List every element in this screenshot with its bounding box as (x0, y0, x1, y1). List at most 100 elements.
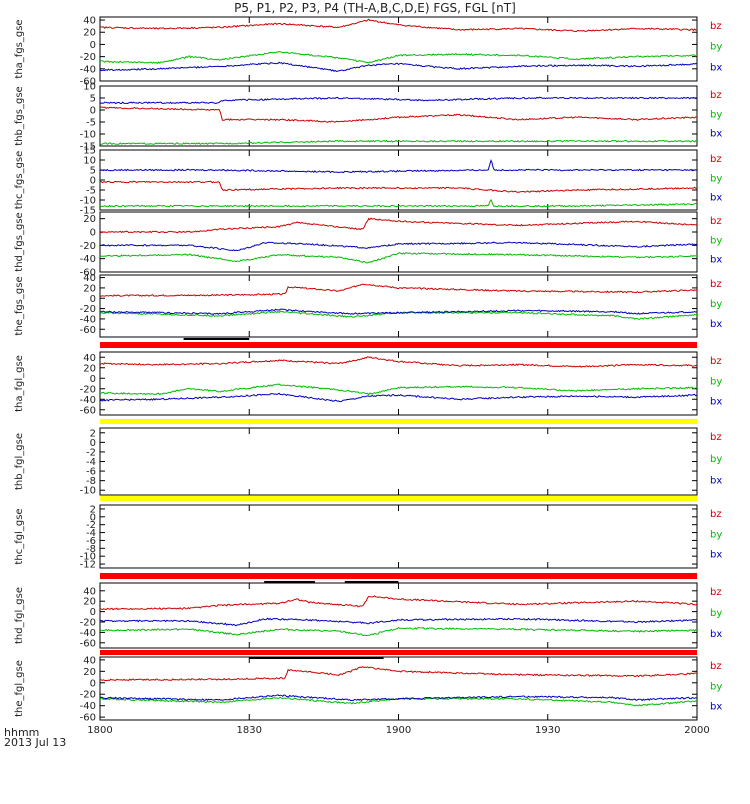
y-tick-label: -6 (86, 467, 96, 478)
panel-frame-1 (99, 85, 698, 147)
date-label: 2013 Jul 13 (4, 736, 67, 749)
series-bz-line (99, 595, 698, 611)
y-tick-label: -6 (86, 536, 96, 547)
y-tick-label: 20 (83, 363, 96, 374)
y-tick-label: 0 (90, 512, 96, 523)
panel-frame-5 (99, 351, 698, 416)
y-tick-label: 15 (83, 146, 96, 157)
y-tick-label: -15 (80, 206, 96, 217)
series-by-line (99, 198, 698, 208)
y-tick-label: 40 (83, 586, 96, 597)
y-tick-label: -60 (80, 713, 96, 724)
y-tick-label: 2 (90, 504, 96, 515)
status-bar (100, 419, 697, 424)
series-bx-line (99, 694, 697, 702)
y-tick-label: 2 (90, 428, 96, 439)
y-tick-label: -10 (80, 196, 96, 207)
legend-bz: bz (710, 587, 722, 598)
series-bx-line (99, 392, 698, 403)
legend-bz: bz (710, 216, 722, 227)
y-tick-label: -20 (80, 241, 96, 252)
y-tick-label: 40 (83, 273, 96, 284)
legend-bz: bz (710, 432, 722, 443)
panel-ylabel: thc_fgl_gse (14, 508, 25, 564)
legend-by: by (710, 42, 722, 53)
y-tick-label: 10 (83, 82, 96, 93)
y-tick-label: -15 (80, 142, 96, 153)
y-tick-label: 10 (83, 156, 96, 167)
panel-frame-7 (99, 504, 698, 569)
y-tick-label: -20 (80, 690, 96, 701)
y-tick-label: 0 (90, 374, 96, 385)
series-by-line (99, 252, 698, 264)
legend-bz: bz (710, 356, 722, 367)
legend-by: by (710, 681, 722, 692)
y-tick-label: 5 (90, 94, 96, 105)
y-tick-label: -20 (80, 618, 96, 629)
legend-bz: bz (710, 90, 722, 101)
y-tick-label: 0 (90, 607, 96, 618)
panel-ylabel: tha_fgs_gse (14, 19, 25, 78)
y-tick-label: -2 (86, 520, 96, 531)
y-tick-label: -60 (80, 268, 96, 279)
status-bar (100, 496, 697, 501)
y-tick-label: -12 (80, 560, 96, 571)
panel-ylabel: thd_fgs_gse (14, 212, 25, 271)
legend-bx: bx (710, 255, 722, 266)
legend-by: by (710, 235, 722, 246)
figure-title: P5, P1, P2, P3, P4 (TH-A,B,C,D,E) FGS, F… (234, 1, 516, 15)
y-tick-label: -2 (86, 447, 96, 458)
y-tick-label: -40 (80, 314, 96, 325)
y-tick-label: 5 (90, 166, 96, 177)
series-by-line (99, 696, 698, 707)
panel-ylabel: thb_fgl_gse (14, 433, 25, 490)
y-tick-label: 0 (90, 106, 96, 117)
legend-by: by (710, 529, 722, 540)
series-by-line (99, 383, 698, 396)
legend-bx: bx (710, 476, 722, 487)
legend-bz: bz (710, 661, 722, 672)
y-tick-label: -5 (86, 186, 96, 197)
y-tick-label: 40 (83, 655, 96, 666)
y-tick-label: 0 (90, 228, 96, 239)
series-bx-line (99, 61, 698, 72)
y-tick-label: 0 (90, 438, 96, 449)
series-bz-line (99, 106, 698, 123)
legend-bx: bx (710, 62, 722, 73)
y-tick-label: -40 (80, 395, 96, 406)
series-bx-line (99, 241, 698, 252)
series-bz-line (99, 217, 698, 234)
panel-frame-2 (99, 149, 698, 211)
y-tick-label: 40 (83, 353, 96, 364)
panel-ylabel: thd_fgl_gse (14, 587, 25, 644)
y-tick-label: -20 (80, 304, 96, 315)
series-bz-line (99, 356, 698, 368)
status-segment (264, 581, 315, 583)
y-tick-label: 20 (83, 667, 96, 678)
x-tick-label: 2000 (684, 725, 709, 736)
series-by-line (99, 139, 698, 145)
panel-ylabel: the_fgs_gse (14, 276, 25, 335)
series-bx-line (99, 308, 698, 315)
y-tick-label: -8 (86, 544, 96, 555)
panel-ylabel: thb_fgs_gse (14, 86, 25, 145)
status-segment (249, 657, 384, 659)
time-unit-label: hhmm (4, 726, 40, 739)
legend-by: by (710, 173, 722, 184)
y-tick-label: 20 (83, 597, 96, 608)
legend-by: by (710, 454, 722, 465)
y-tick-label: -8 (86, 476, 96, 487)
legend-by: by (710, 376, 722, 387)
time-axis-footer: hhmm 2013 Jul 13 (4, 726, 67, 749)
series-bz-line (99, 180, 698, 193)
legend-bx: bx (710, 397, 722, 408)
status-bar (100, 342, 697, 348)
y-tick-label: -10 (80, 130, 96, 141)
legend-bz: bz (710, 154, 722, 165)
legend-by: by (710, 109, 722, 120)
status-segment (183, 338, 250, 340)
y-tick-label: 0 (90, 176, 96, 187)
series-by-line (99, 50, 698, 65)
y-tick-label: -60 (80, 405, 96, 416)
